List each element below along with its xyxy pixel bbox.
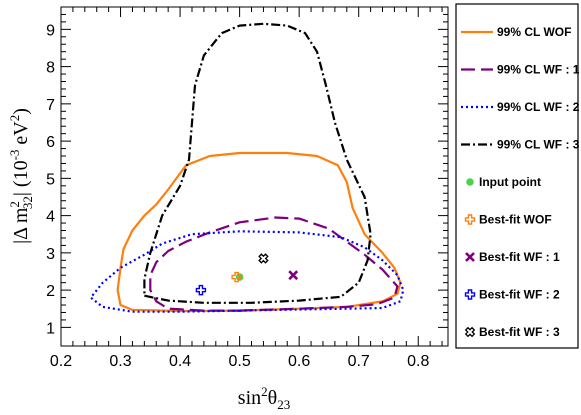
legend-item-6: Best-fit WF : 1	[465, 250, 560, 264]
legend-swatch	[464, 214, 476, 225]
x-tick-label: 0.3	[109, 353, 131, 370]
contour-series-3	[143, 22, 372, 304]
contour-series-2	[89, 230, 405, 313]
x-axis: 0.2 0.3 0.4 0.5 0.6 0.7 0.8	[50, 7, 443, 370]
y-tick-label: 7	[46, 97, 55, 114]
legend: 99% CL WOF 99% CL WF : 1 99% CL WF : 2 99% …	[455, 3, 580, 349]
legend-item-5: Best-fit WOF	[464, 213, 552, 227]
x-axis-title: sin2θ23	[238, 384, 290, 412]
legend-item-4: Input point	[466, 175, 541, 189]
contour-series-0	[116, 151, 402, 313]
legend-items: 99% CL WOF 99% CL WF : 1 99% CL WF : 2 99% …	[461, 25, 580, 339]
y-tick-label: 9	[46, 22, 55, 39]
marker-point-4	[235, 273, 244, 281]
legend-label: Best-fit WOF	[479, 213, 552, 227]
legend-label: 99% CL WF : 3	[497, 138, 580, 152]
contour-series-1	[149, 216, 399, 312]
y-tick-label: 3	[46, 246, 55, 263]
marker-point-7	[195, 284, 207, 296]
legend-item-2: 99% CL WF : 2	[461, 100, 580, 114]
legend-label: 99% CL WOF	[497, 25, 571, 39]
legend-item-1: 99% CL WF : 1	[461, 63, 580, 77]
y-tick-label: 2	[46, 283, 55, 300]
marker-layer	[195, 253, 299, 296]
contour-layer	[89, 22, 405, 313]
legend-item-0: 99% CL WOF	[461, 25, 571, 39]
x-tick-label: 0.6	[288, 353, 310, 370]
y-tick-label: 6	[46, 134, 55, 151]
legend-swatch	[464, 289, 476, 300]
x-tick-label: 0.8	[407, 353, 429, 370]
legend-item-3: 99% CL WF : 3	[461, 138, 580, 152]
legend-swatch	[466, 178, 474, 186]
y-tick-label: 8	[46, 60, 55, 77]
x-tick-label: 0.2	[50, 353, 72, 370]
plot-frame	[60, 6, 449, 347]
y-tick-label: 4	[46, 209, 55, 226]
legend-label: Best-fit WF : 1	[479, 250, 560, 264]
y-tick-label: 1	[46, 320, 55, 337]
legend-label: Input point	[479, 175, 541, 189]
legend-label: 99% CL WF : 2	[497, 100, 580, 114]
legend-item-8: Best-fit WF : 3	[464, 325, 560, 339]
legend-label: 99% CL WF : 1	[497, 63, 580, 77]
y-axis-title: |Δ m232| (10-3 eV2)	[7, 108, 35, 244]
legend-box	[455, 3, 579, 349]
legend-item-7: Best-fit WF : 2	[464, 288, 560, 302]
x-tick-label: 0.4	[169, 353, 191, 370]
x-tick-label: 0.7	[348, 353, 370, 370]
legend-swatch	[465, 252, 475, 262]
marker-point-6	[288, 270, 299, 281]
x-tick-label: 0.5	[228, 353, 250, 370]
marker-point-5	[231, 271, 242, 283]
marker-point-8	[258, 253, 269, 264]
y-tick-label: 5	[46, 171, 55, 188]
y-axis: 1 2 3 4 5 6 7 8 9	[46, 13, 448, 337]
legend-label: Best-fit WF : 3	[479, 325, 560, 339]
legend-label: Best-fit WF : 2	[479, 288, 560, 302]
legend-swatch	[464, 326, 476, 338]
